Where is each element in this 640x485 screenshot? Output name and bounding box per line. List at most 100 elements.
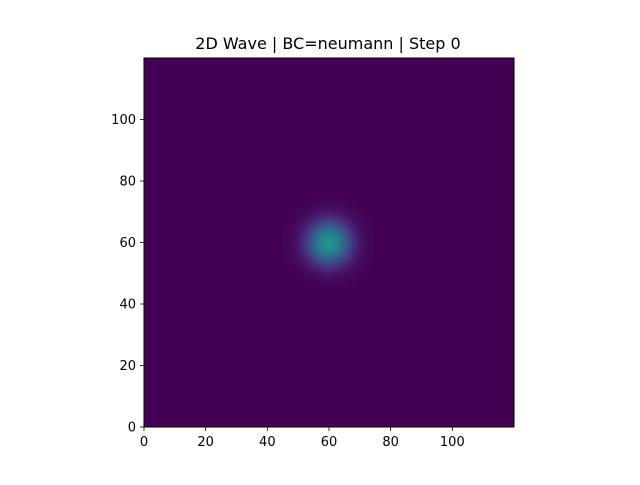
heatmap-cell [364, 253, 368, 257]
heatmap-cell [321, 222, 325, 226]
heatmap-cell [290, 250, 294, 254]
heatmap-cell [333, 271, 338, 276]
heatmap-cell [284, 247, 288, 251]
heatmap-cell [302, 219, 307, 223]
heatmap-cell [293, 234, 298, 239]
heatmap-cell [284, 231, 288, 236]
heatmap-cell [324, 287, 328, 291]
x-axis: 0 20 40 60 80 100 [140, 427, 465, 450]
heatmap-cell [327, 259, 331, 263]
heatmap-cell [302, 253, 307, 257]
heatmap-cell [308, 274, 313, 279]
heatmap-cell [308, 228, 313, 233]
heatmap-cell [327, 194, 331, 199]
heatmap-cell [321, 284, 325, 288]
heatmap-cell [305, 207, 310, 211]
heatmap-cell [355, 244, 359, 248]
chart-title: 2D Wave | BC=neumann | Step 0 [195, 34, 460, 53]
heatmap-cell [336, 262, 341, 266]
heatmap-cell [339, 259, 344, 263]
heatmap-cell [302, 200, 307, 205]
heatmap-cell [330, 200, 335, 205]
heatmap-cell [352, 210, 356, 214]
heatmap-cell [305, 213, 310, 217]
heatmap-cell [352, 277, 356, 282]
heatmap-cell [358, 268, 362, 273]
heatmap-cell [345, 265, 350, 270]
heatmap-cell [345, 228, 350, 233]
heatmap-cell [281, 244, 285, 248]
heatmap-cell [330, 265, 335, 270]
heatmap-cell [367, 256, 372, 260]
heatmap-cell [349, 256, 353, 260]
heatmap-cell [333, 265, 338, 270]
heatmap-cell [315, 259, 319, 263]
heatmap-cell [339, 216, 344, 220]
heatmap-cell [330, 219, 335, 223]
heatmap-cell [361, 247, 365, 251]
heatmap-cell [321, 277, 325, 282]
heatmap-cell [312, 207, 316, 211]
heatmap-cell [345, 237, 350, 242]
x-tick-label: 40 [259, 435, 276, 450]
heatmap-cell [299, 247, 304, 251]
heatmap-cell [336, 207, 341, 211]
heatmap-cell [339, 200, 344, 205]
heatmap-cell [293, 222, 298, 226]
heatmap-cell [367, 216, 372, 220]
heatmap-cell [324, 274, 328, 279]
heatmap-cell [342, 216, 347, 220]
heatmap-cell [308, 234, 313, 239]
heatmap-cell [367, 247, 372, 251]
heatmap-cell [299, 259, 304, 263]
heatmap-cell [312, 256, 316, 260]
heatmap-cell [330, 204, 335, 208]
heatmap-cell [302, 247, 307, 251]
heatmap-cell [355, 265, 359, 270]
y-tick-label: 0 [128, 421, 136, 436]
heatmap-cell [308, 216, 313, 220]
heatmap-cell [296, 207, 301, 211]
heatmap-cell [293, 247, 298, 251]
heatmap-cell [370, 228, 375, 233]
heatmap-cell [336, 253, 341, 257]
heatmap-cell [336, 219, 341, 223]
heatmap-cell [296, 244, 301, 248]
heatmap-cell [312, 247, 316, 251]
heatmap-cell [327, 197, 331, 202]
heatmap-cell [324, 268, 328, 273]
heatmap-cell [290, 256, 294, 260]
heatmap-cell [312, 222, 316, 226]
heatmap-cell [339, 228, 344, 233]
heatmap-cell [318, 219, 322, 223]
heatmap-cell [349, 265, 353, 270]
heatmap-cell [358, 240, 362, 245]
heatmap-cell [321, 213, 325, 217]
heatmap-cell [333, 213, 338, 217]
heatmap-cell [312, 262, 316, 266]
heatmap-cell [312, 216, 316, 220]
heatmap-cell [352, 274, 356, 279]
heatmap-cell [349, 234, 353, 239]
heatmap-cell [373, 231, 378, 236]
heatmap-cell [358, 216, 362, 220]
heatmap-cell [352, 240, 356, 245]
heatmap-cell [339, 247, 344, 251]
heatmap-cell [296, 250, 301, 254]
heatmap-cell [281, 234, 285, 239]
heatmap-cell [333, 277, 338, 282]
heatmap-cell [308, 271, 313, 276]
heatmap-cell [315, 268, 319, 273]
heatmap-cell [330, 228, 335, 233]
heatmap-cell [284, 256, 288, 260]
x-tick-label: 80 [382, 435, 399, 450]
heatmap-cell [333, 216, 338, 220]
x-tick-label: 100 [440, 435, 465, 450]
heatmap-cell [342, 237, 347, 242]
heatmap-cell [342, 200, 347, 205]
heatmap-cell [349, 259, 353, 263]
heatmap-cell [296, 268, 301, 273]
heatmap-cell [284, 222, 288, 226]
heatmap-cell [312, 237, 316, 242]
heatmap-cell [308, 210, 313, 214]
